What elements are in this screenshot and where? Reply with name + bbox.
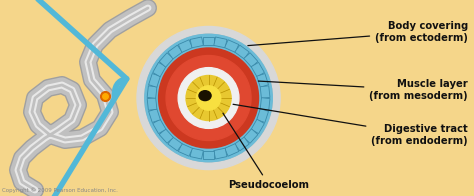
Circle shape xyxy=(186,75,231,121)
Bar xyxy=(260,98,270,110)
Bar xyxy=(214,37,227,48)
Bar xyxy=(159,129,173,143)
Bar xyxy=(190,148,203,159)
Bar xyxy=(153,119,166,134)
Bar xyxy=(235,45,249,59)
Bar xyxy=(235,137,249,151)
Text: Copyright © 2009 Pearson Education, Inc.: Copyright © 2009 Pearson Education, Inc. xyxy=(2,187,118,193)
Circle shape xyxy=(137,26,280,170)
Bar xyxy=(203,37,214,45)
Bar xyxy=(244,129,258,143)
Bar xyxy=(147,86,157,98)
Circle shape xyxy=(196,86,221,110)
Bar xyxy=(244,53,258,67)
Circle shape xyxy=(159,48,258,148)
Bar xyxy=(149,74,160,87)
Bar xyxy=(190,37,203,48)
Bar xyxy=(203,151,214,159)
Text: Pseudocoelom: Pseudocoelom xyxy=(223,113,310,190)
Bar xyxy=(257,109,268,122)
Circle shape xyxy=(178,68,239,128)
Circle shape xyxy=(145,34,272,162)
Bar xyxy=(257,74,268,87)
Bar xyxy=(214,148,227,159)
Text: Digestive tract
(from endoderm): Digestive tract (from endoderm) xyxy=(233,104,468,146)
Text: Body covering
(from ectoderm): Body covering (from ectoderm) xyxy=(248,21,468,46)
Bar xyxy=(147,98,157,110)
Bar xyxy=(153,62,166,77)
Bar xyxy=(168,45,182,59)
Bar xyxy=(225,40,239,52)
Bar xyxy=(251,62,264,77)
Bar xyxy=(168,137,182,151)
Bar xyxy=(251,119,264,134)
Bar xyxy=(178,40,192,52)
Circle shape xyxy=(166,55,251,141)
Bar xyxy=(178,144,192,156)
Ellipse shape xyxy=(199,91,211,101)
Bar xyxy=(149,109,160,122)
Circle shape xyxy=(145,34,272,162)
Text: Muscle layer
(from mesoderm): Muscle layer (from mesoderm) xyxy=(258,79,468,101)
Bar xyxy=(260,86,270,98)
Bar xyxy=(159,53,173,67)
Bar xyxy=(225,144,239,156)
